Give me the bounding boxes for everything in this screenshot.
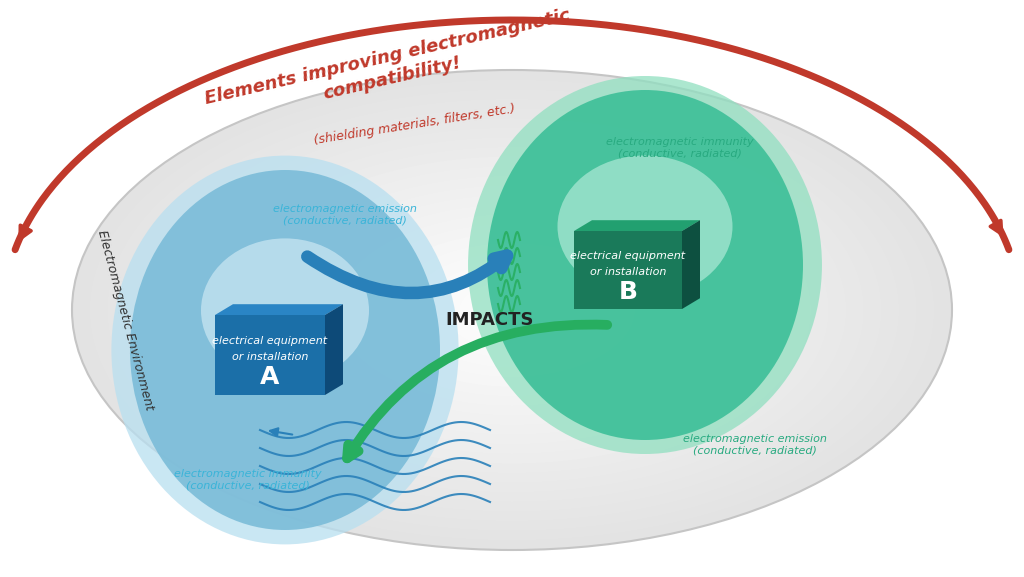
- Ellipse shape: [90, 80, 934, 541]
- Ellipse shape: [213, 147, 811, 473]
- Ellipse shape: [284, 185, 740, 435]
- Text: electrical equipment: electrical equipment: [570, 251, 685, 261]
- Polygon shape: [574, 231, 682, 309]
- Ellipse shape: [108, 89, 916, 531]
- Ellipse shape: [196, 137, 828, 483]
- Text: Elements improving electromagnetic
compatibility!: Elements improving electromagnetic compa…: [203, 6, 577, 130]
- Ellipse shape: [389, 243, 635, 377]
- Text: IMPACTS: IMPACTS: [445, 311, 535, 329]
- Text: or installation: or installation: [231, 351, 308, 362]
- Text: (shielding materials, filters, etc.): (shielding materials, filters, etc.): [313, 103, 517, 147]
- Polygon shape: [325, 304, 343, 395]
- Ellipse shape: [318, 204, 706, 415]
- Ellipse shape: [248, 166, 776, 454]
- Text: electromagnetic emission
(conductive, radiated): electromagnetic emission (conductive, ra…: [273, 204, 417, 226]
- Ellipse shape: [265, 175, 759, 444]
- Ellipse shape: [230, 156, 794, 463]
- Text: electromagnetic immunity
(conductive, radiated): electromagnetic immunity (conductive, ra…: [606, 137, 754, 159]
- Ellipse shape: [160, 118, 864, 502]
- Ellipse shape: [371, 233, 653, 387]
- Text: B: B: [618, 280, 638, 304]
- Ellipse shape: [407, 252, 617, 368]
- Ellipse shape: [487, 90, 803, 440]
- Ellipse shape: [353, 224, 671, 396]
- Ellipse shape: [142, 108, 882, 512]
- Polygon shape: [682, 220, 700, 309]
- Text: Electromagnetic Environment: Electromagnetic Environment: [94, 228, 156, 411]
- Polygon shape: [574, 220, 700, 231]
- Polygon shape: [215, 315, 325, 395]
- Ellipse shape: [336, 214, 688, 406]
- Ellipse shape: [441, 272, 583, 349]
- Ellipse shape: [201, 238, 369, 383]
- Ellipse shape: [72, 70, 952, 550]
- Text: or installation: or installation: [590, 267, 667, 276]
- Text: electromagnetic emission
(conductive, radiated): electromagnetic emission (conductive, ra…: [683, 434, 827, 456]
- Ellipse shape: [459, 281, 565, 339]
- Ellipse shape: [112, 156, 459, 545]
- Ellipse shape: [424, 262, 600, 358]
- Ellipse shape: [468, 76, 822, 454]
- Text: A: A: [260, 365, 280, 389]
- Ellipse shape: [125, 99, 899, 521]
- Text: electromagnetic immunity
(conductive, radiated): electromagnetic immunity (conductive, ra…: [174, 469, 322, 491]
- Ellipse shape: [477, 291, 547, 329]
- Text: electrical equipment: electrical equipment: [212, 336, 328, 346]
- Ellipse shape: [495, 301, 529, 320]
- Ellipse shape: [130, 170, 440, 530]
- Ellipse shape: [301, 195, 723, 425]
- Polygon shape: [215, 304, 343, 315]
- Ellipse shape: [557, 155, 732, 298]
- Ellipse shape: [177, 128, 847, 492]
